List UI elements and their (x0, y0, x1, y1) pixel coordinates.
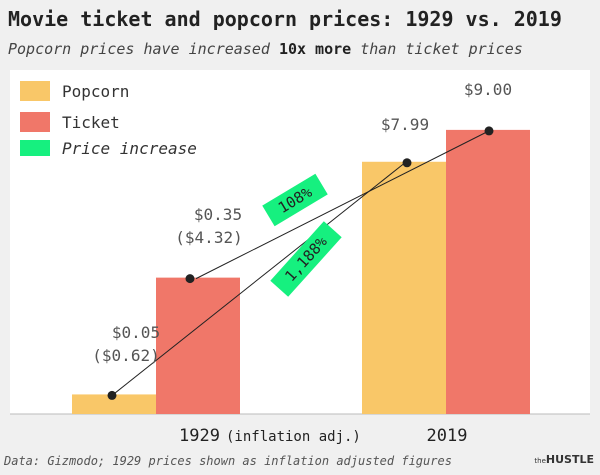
bar-popcorn-1929 (72, 394, 156, 414)
subtitle-text-end: than ticket prices (351, 40, 523, 58)
brand-name: HUSTLE (545, 453, 594, 466)
bar-ticket-1929 (156, 277, 240, 414)
label-ticket-1929: $0.35 (194, 205, 242, 224)
chart-subtitle: Popcorn prices have increased 10x more t… (8, 40, 523, 58)
legend-swatch-0 (20, 81, 50, 101)
label-ticket-2019: $9.00 (464, 80, 512, 99)
x-tick-label-2019: 2019 (427, 426, 468, 446)
plot-area: $0.05 ($0.62) $0.35 ($4.32) $7.99 $9.00 108% 1,… (10, 70, 590, 446)
increase-badge-ticket-background (262, 173, 328, 227)
point-ticket-2019 (484, 126, 494, 136)
legend-label-2: Price increase (62, 139, 197, 158)
point-popcorn-2019 (402, 158, 412, 168)
legend-label-1: Ticket (62, 113, 120, 132)
label-popcorn-1929: $0.05 (112, 323, 160, 342)
label-ticket-1929-adjusted: ($4.32) (175, 228, 242, 247)
subtitle-text-start: Popcorn prices have increased (8, 40, 279, 58)
legend-swatch-2 (20, 140, 50, 156)
label-popcorn-2019: $7.99 (381, 115, 429, 134)
legend-label-0: Popcorn (62, 82, 129, 101)
point-ticket-1929 (185, 274, 195, 284)
label-popcorn-1929-adjusted: ($0.62) (92, 346, 159, 365)
x-tick-note-1929: (inflation adj.) (226, 429, 361, 445)
bar-ticket-2019 (446, 129, 530, 414)
legend-swatch-1 (20, 112, 50, 132)
chart-title: Movie ticket and popcorn prices: 1929 vs… (8, 7, 562, 31)
increase-badge-ticket: 108% (262, 173, 328, 227)
increase-line-popcorn (111, 162, 406, 396)
source-footnote: Data: Gizmodo; 1929 prices shown as infl… (4, 454, 452, 468)
x-tick-label-1929: 1929 (179, 426, 220, 446)
point-popcorn-1929 (107, 390, 117, 400)
brand-logo: theHUSTLE (534, 453, 594, 466)
increase-line-ticket (195, 130, 490, 280)
increase-badge-popcorn-background (270, 221, 342, 297)
increase-badge-popcorn: 1,188% (270, 221, 342, 297)
subtitle-bold-text: 10x more (278, 40, 352, 58)
increase-badge-popcorn-text: 1,188% (281, 233, 331, 285)
chart-svg: $0.05 ($0.62) $0.35 ($4.32) $7.99 $9.00 108% 1,… (10, 80, 590, 446)
bar-popcorn-2019 (362, 161, 446, 414)
brand-prefix: the (534, 457, 546, 465)
